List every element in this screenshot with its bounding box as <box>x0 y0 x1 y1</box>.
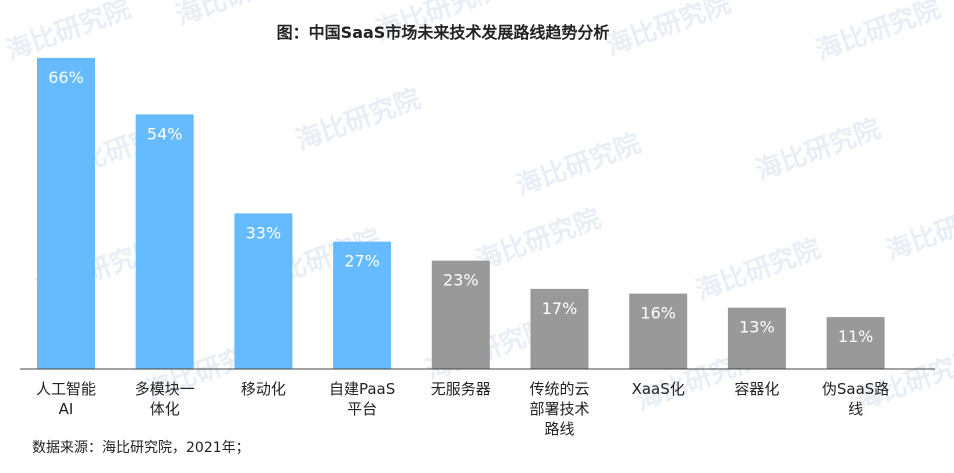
category-label: AI <box>59 400 74 418</box>
category-label: 伪SaaS路 <box>822 380 889 398</box>
category-label: 人工智能 <box>36 380 96 398</box>
bar-value-label: 16% <box>640 304 676 323</box>
watermark-text: 海比研究院 <box>882 193 954 267</box>
watermark-text: 海比研究院 <box>292 83 425 157</box>
category-label: 路线 <box>544 420 574 438</box>
bar-value-label: 54% <box>147 124 183 143</box>
category-label: 自建PaaS <box>329 380 395 398</box>
chart-title: 图：中国SaaS市场未来技术发展路线趋势分析 <box>277 23 610 42</box>
category-label: 部署技术 <box>529 400 589 418</box>
bar <box>629 293 688 369</box>
watermark-text: 海比研究院 <box>512 128 645 202</box>
category-label: 容器化 <box>734 380 779 398</box>
bar-value-label: 27% <box>344 252 380 271</box>
bar-value-label: 17% <box>542 299 578 318</box>
watermark-text: 海比研究院 <box>692 233 825 307</box>
category-label: 体化 <box>150 400 180 418</box>
source-note: 数据来源：海比研究院，2021年； <box>32 440 250 456</box>
bar-value-label: 13% <box>739 318 775 337</box>
watermark-text: 海比研究院 <box>812 0 945 67</box>
watermark-text: 海比研究院 <box>2 0 135 67</box>
category-label: 平台 <box>347 400 377 418</box>
category-label: 多模块一 <box>135 380 195 398</box>
bar-value-label: 66% <box>48 68 84 87</box>
bar-value-label: 33% <box>246 223 282 242</box>
bar <box>234 213 293 369</box>
bar <box>727 307 786 369</box>
bar <box>37 57 95 370</box>
bar <box>135 114 194 370</box>
bar-value-label: 23% <box>443 271 479 290</box>
bar <box>826 317 885 369</box>
bar <box>333 241 392 369</box>
bar <box>431 260 490 369</box>
watermark-text: 海比研究院 <box>602 0 735 62</box>
watermark-text: 海比研究院 <box>752 113 885 187</box>
watermark-text: 海比研究院 <box>472 203 605 277</box>
category-label: 无服务器 <box>431 380 491 398</box>
bar-value-label: 11% <box>838 327 874 346</box>
category-label: 移动化 <box>241 380 286 398</box>
bar <box>530 288 589 369</box>
bars-group: 66% 54% 33% 27% 23% 17% 16% 13% 11% <box>37 57 885 370</box>
category-label: 线 <box>848 400 863 418</box>
category-label: XaaS化 <box>632 380 685 398</box>
category-label: 传统的云 <box>529 380 589 398</box>
